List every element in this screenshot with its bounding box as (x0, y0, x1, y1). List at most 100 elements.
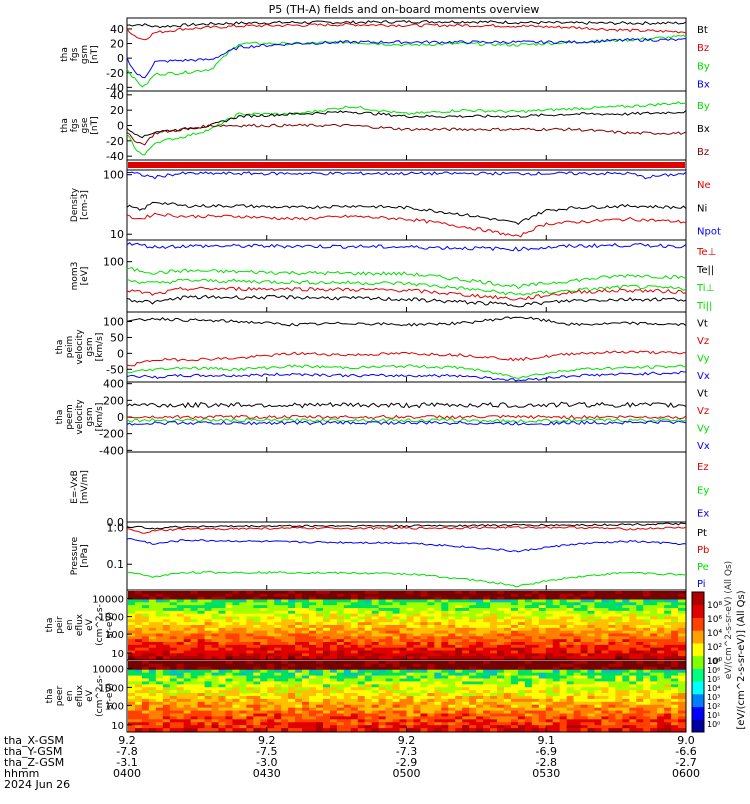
spectrogram-cell (364, 725, 373, 729)
spectrogram-cell (566, 675, 575, 679)
spectrogram-cell (524, 675, 533, 679)
spectrogram-cell (128, 722, 136, 726)
spectrogram-cell (580, 644, 589, 649)
spectrogram-cell (503, 627, 512, 632)
spectrogram-cell (204, 704, 213, 709)
spectrogram-cell (267, 675, 275, 679)
spectrogram-cell (678, 728, 686, 732)
spectrogram-cell (197, 625, 206, 629)
spectrogram-cell (190, 616, 199, 620)
spectrogram-cell (434, 704, 442, 709)
spectrogram-cell (211, 605, 220, 609)
spectrogram-cell (441, 636, 449, 640)
spectrogram-cell (608, 707, 616, 712)
spectrogram-cell (594, 728, 602, 732)
spectrogram-cell (274, 627, 282, 632)
spectrogram-cell (329, 666, 338, 671)
spectrogram-cell (190, 605, 199, 609)
spectrogram-cell (448, 619, 456, 623)
spectrogram-cell (636, 602, 644, 606)
spectrogram-cell (392, 619, 401, 623)
spectrogram-cell (385, 725, 394, 729)
spectrogram-cell (162, 605, 171, 609)
spectrogram-cell (315, 725, 324, 729)
spectrogram-cell (622, 719, 630, 723)
spectrogram-cell (281, 704, 289, 709)
spectrogram-cell (232, 633, 240, 637)
spectrogram-cell (434, 627, 442, 632)
spectrogram-cell (441, 644, 449, 649)
spectrogram-cell (128, 605, 136, 609)
spectrogram-cell (211, 647, 220, 651)
spectrogram-cell (545, 678, 554, 682)
spectrogram-cell (315, 722, 324, 726)
spectrogram-cell (295, 713, 303, 717)
spectrogram-cell (197, 647, 206, 651)
spectrogram-cell (497, 681, 505, 685)
spectrogram-cell (267, 693, 275, 697)
spectrogram-cell (622, 678, 630, 682)
spectrogram-cell (274, 613, 282, 617)
spectrogram-cell (128, 633, 136, 637)
spectrogram-cell (517, 661, 526, 665)
spectrogram-cell (190, 653, 199, 657)
spectrogram-cell (490, 619, 498, 623)
spectrogram-cell (295, 675, 303, 679)
spectrogram-cell (253, 653, 261, 657)
spectrogram-cell (148, 599, 157, 603)
spectrogram-cell (288, 687, 296, 691)
spectrogram-cell (538, 639, 547, 643)
spectrogram-cell (476, 653, 484, 657)
spectrogram-cell (385, 602, 394, 606)
spectrogram-cell (622, 710, 630, 714)
spectrogram-cell (559, 693, 568, 697)
spectrogram-cell (573, 710, 582, 714)
spectrogram-cell (309, 608, 317, 612)
spectrogram-cell (566, 704, 575, 709)
spectrogram-cell (594, 696, 602, 700)
spectrogram-cell (636, 663, 644, 668)
series-line-ti|| (126, 267, 687, 290)
spectrogram-cell (657, 713, 665, 717)
spectrogram-cell (517, 681, 526, 685)
spectrogram-cell (329, 650, 338, 654)
spectrogram-cell (448, 710, 456, 714)
spectrogram-cell (615, 722, 623, 726)
spectrogram-cell (559, 625, 568, 629)
spectrogram-cell (176, 678, 185, 682)
spectrogram-cell (343, 653, 352, 657)
spectrogram-cell (517, 593, 526, 598)
spectrogram-cell (559, 696, 568, 700)
spectrogram-cell (225, 719, 233, 723)
spectrogram-cell (503, 625, 512, 629)
spectrogram-cell (434, 593, 442, 598)
spectrogram-cell (441, 633, 449, 637)
spectrogram-cell (169, 627, 178, 632)
spectrogram-cell (183, 701, 192, 706)
spectrogram-cell (441, 690, 449, 694)
spectrogram-cell (350, 704, 359, 709)
spectrogram-cell (128, 656, 136, 660)
spectrogram-cell (636, 701, 644, 706)
spectrogram-cell (580, 672, 589, 677)
spectrogram-cell (476, 663, 484, 668)
y-axis-label: eflux (75, 684, 85, 707)
spectrogram-cell (503, 633, 512, 637)
spectrogram-cell (448, 630, 456, 634)
spectrogram-cell (336, 696, 345, 700)
spectrogram-cell (253, 722, 261, 726)
spectrogram-cell (420, 722, 428, 726)
spectrogram-cell (650, 636, 658, 640)
spectrogram-cell (664, 696, 672, 700)
spectrogram-cell (260, 613, 268, 617)
spectrogram-cell (566, 630, 575, 634)
spectrogram-cell (455, 661, 463, 665)
spectrogram-cell (197, 678, 206, 682)
spectrogram-cell (552, 596, 561, 600)
spectrogram-cell (622, 675, 630, 679)
spectrogram-cell (608, 704, 616, 709)
spectrogram-cell (281, 630, 289, 634)
spectrogram-cell (538, 616, 547, 620)
spectrogram-cell (622, 681, 630, 685)
spectrogram-cell (476, 716, 484, 720)
